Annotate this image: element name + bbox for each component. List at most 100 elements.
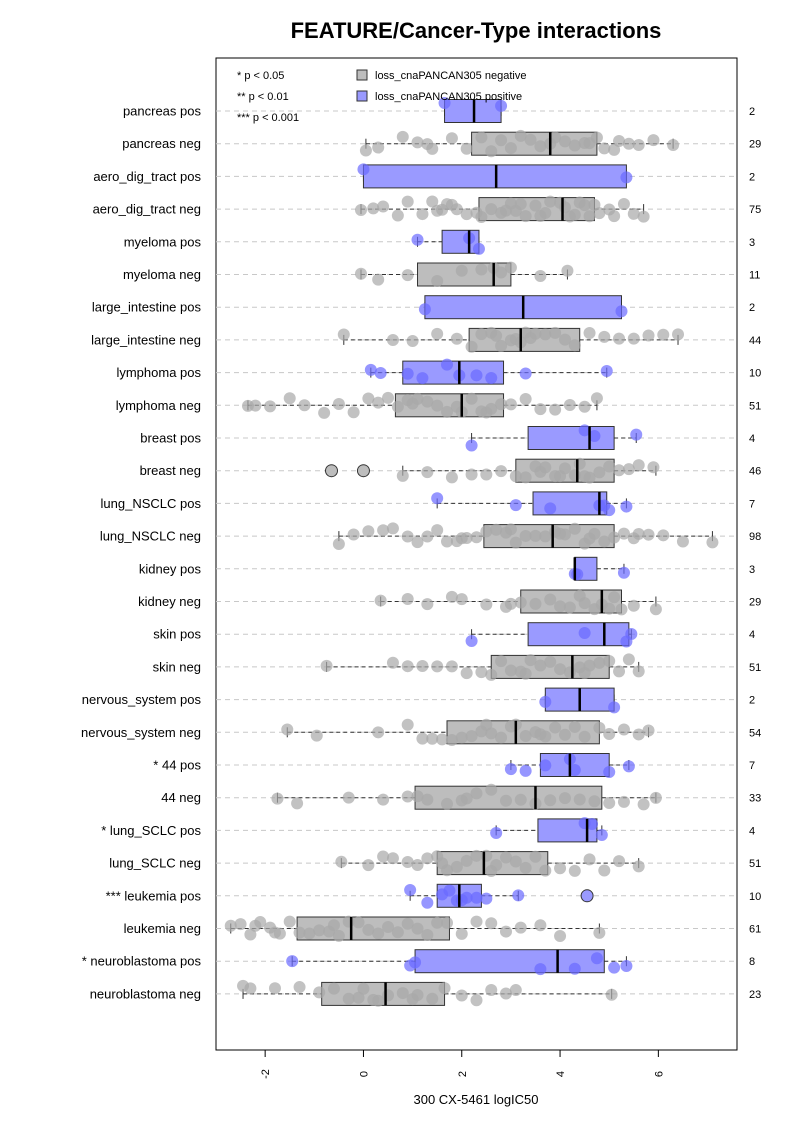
data-point xyxy=(514,921,527,934)
box-positive xyxy=(568,556,630,581)
data-point xyxy=(539,328,552,341)
legend-swatch xyxy=(356,90,368,102)
data-point xyxy=(465,468,478,481)
row-count: 51 xyxy=(749,662,761,674)
data-point xyxy=(529,850,542,863)
data-point xyxy=(504,597,517,610)
data-point xyxy=(465,635,478,648)
data-point xyxy=(347,406,360,419)
data-point xyxy=(327,982,340,995)
data-point xyxy=(470,849,483,862)
x-tick-label: -2 xyxy=(260,1069,272,1079)
data-point xyxy=(514,596,527,609)
data-point xyxy=(455,989,468,1002)
data-point xyxy=(495,465,508,478)
data-point xyxy=(598,142,611,155)
data-point xyxy=(286,955,299,968)
row-count: 7 xyxy=(749,498,755,510)
data-point xyxy=(524,654,537,667)
data-point xyxy=(475,210,488,223)
data-point xyxy=(421,530,434,543)
data-point xyxy=(534,403,547,416)
data-point xyxy=(310,729,323,742)
row-label: 44 neg xyxy=(161,790,201,805)
data-point xyxy=(622,137,635,150)
data-point xyxy=(603,460,616,473)
data-point xyxy=(627,332,640,345)
box-positive xyxy=(286,949,633,976)
data-point xyxy=(401,367,414,380)
data-point xyxy=(620,500,633,513)
data-point xyxy=(554,470,567,483)
data-point xyxy=(504,664,517,677)
data-point xyxy=(426,195,439,208)
data-point xyxy=(416,372,429,385)
row-label: large_intestine neg xyxy=(91,332,201,347)
data-point xyxy=(438,982,451,995)
data-point xyxy=(632,527,645,540)
data-point xyxy=(657,328,670,341)
row-label: skin pos xyxy=(153,627,201,642)
outlier-point xyxy=(356,464,370,478)
data-point xyxy=(529,597,542,610)
data-point xyxy=(480,892,493,905)
data-point xyxy=(465,392,478,405)
data-point xyxy=(583,210,596,223)
data-point xyxy=(438,97,451,109)
data-point xyxy=(554,930,567,943)
data-point xyxy=(372,273,385,286)
data-point xyxy=(519,529,532,542)
data-point xyxy=(549,721,562,734)
data-point xyxy=(568,339,581,352)
data-point xyxy=(495,655,508,668)
data-point xyxy=(406,993,419,1006)
data-point xyxy=(617,795,630,808)
data-point xyxy=(465,730,478,743)
data-point xyxy=(568,720,581,733)
box-negative xyxy=(332,522,719,551)
data-point xyxy=(367,993,380,1006)
data-point xyxy=(421,466,434,479)
data-point xyxy=(450,203,463,216)
data-point xyxy=(374,366,387,379)
data-point xyxy=(372,726,385,739)
data-point xyxy=(470,787,483,800)
box-positive xyxy=(364,358,613,385)
data-point xyxy=(603,766,616,779)
data-point xyxy=(485,203,498,216)
data-point xyxy=(578,424,591,437)
data-point xyxy=(615,305,628,318)
row-label: * neuroblastoma pos xyxy=(82,954,202,969)
data-point xyxy=(475,131,488,144)
data-point xyxy=(578,470,591,483)
data-point xyxy=(490,523,503,536)
data-point xyxy=(441,405,454,418)
data-point xyxy=(359,144,372,157)
data-point xyxy=(421,793,434,806)
data-point xyxy=(706,536,719,549)
row-label: breast neg xyxy=(140,463,201,478)
data-point xyxy=(578,199,591,212)
data-point xyxy=(563,601,576,614)
data-point xyxy=(401,718,414,731)
data-point xyxy=(617,566,630,579)
data-point xyxy=(554,663,567,676)
row-count: 46 xyxy=(749,466,761,478)
data-point xyxy=(485,372,498,385)
data-point xyxy=(404,883,417,896)
data-point xyxy=(605,988,618,1001)
data-point xyxy=(514,793,527,806)
data-point xyxy=(283,392,296,405)
data-point xyxy=(630,428,643,441)
data-point xyxy=(352,916,365,929)
box-negative xyxy=(354,195,650,223)
data-point xyxy=(598,864,611,877)
data-point xyxy=(588,430,601,443)
data-point xyxy=(401,269,414,282)
data-point xyxy=(406,334,419,347)
data-point xyxy=(431,492,444,505)
data-point xyxy=(583,532,596,545)
data-point xyxy=(472,242,485,255)
data-point xyxy=(573,793,586,806)
data-point xyxy=(667,139,680,152)
